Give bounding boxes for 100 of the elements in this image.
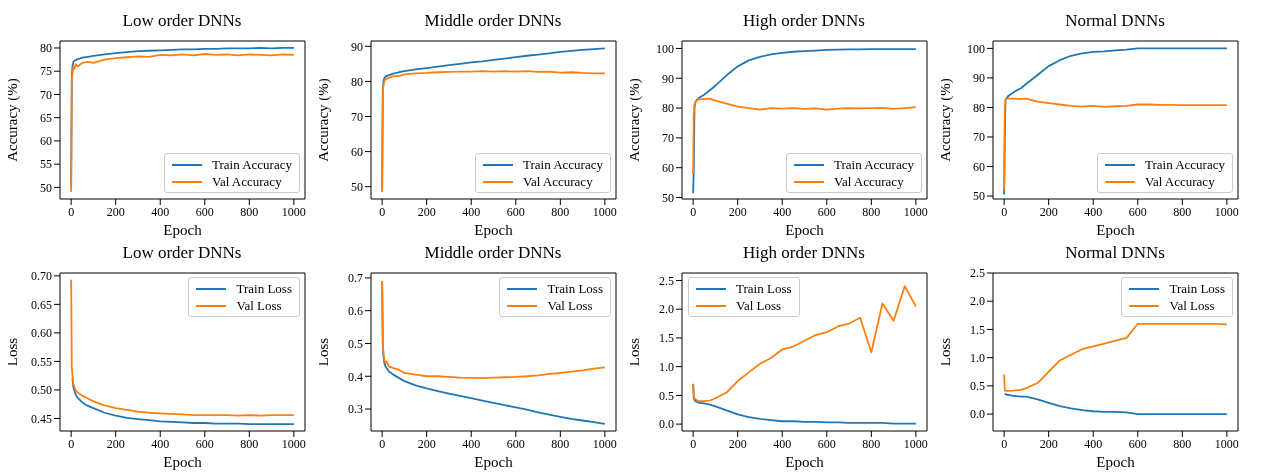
x-tick-label: 400 [773, 436, 792, 451]
x-tick-label: 600 [1128, 436, 1147, 451]
y-tick-label: 70 [662, 131, 674, 146]
legend-label: Train Loss [547, 280, 603, 297]
legend-label: Train Accuracy [1144, 156, 1225, 173]
legend-label: Train Loss [1169, 280, 1225, 297]
x-axis-title: Epoch [163, 454, 203, 470]
line-series [1003, 97, 1228, 192]
x-tick-label: 800 [862, 204, 881, 219]
x-tick-label: 1000 [1214, 204, 1239, 219]
x-tick-label: 400 [462, 204, 481, 219]
y-tick-label: 100 [656, 41, 674, 56]
y-tick-label: 0.0 [659, 417, 674, 432]
chart-title: Normal DNNs [1064, 10, 1166, 32]
y-tick-label: 1.0 [659, 359, 674, 374]
x-tick-label: 800 [240, 204, 259, 219]
line-series [692, 97, 917, 175]
y-tick-label: 60 [662, 160, 674, 175]
y-tick-label: 2.5 [970, 266, 985, 281]
x-tick-label: 800 [862, 436, 881, 451]
x-tick-label: 0 [379, 204, 386, 219]
x-tick-label: 800 [240, 436, 259, 451]
y-tick-label: 70 [351, 109, 363, 124]
y-tick-label: 90 [973, 71, 985, 86]
x-tick-label: 200 [106, 204, 125, 219]
x-tick-label: 400 [1084, 436, 1103, 451]
y-tick-label: 90 [662, 71, 674, 86]
x-tick-label: 400 [462, 436, 481, 451]
chart-title: Middle order DNNs [423, 242, 563, 264]
y-tick-label: 2.0 [659, 302, 674, 317]
x-tick-label: 400 [1084, 204, 1103, 219]
line-series [692, 48, 917, 194]
x-tick-label: 0 [68, 204, 75, 219]
legend-label: Train Accuracy [522, 156, 603, 173]
y-tick-label: 0.45 [31, 411, 52, 426]
x-tick-label: 600 [195, 204, 214, 219]
x-axis-title: Epoch [163, 222, 203, 238]
x-axis-title: Epoch [1096, 454, 1136, 470]
y-tick-label: 80 [973, 100, 985, 115]
y-tick-label: 0.50 [31, 383, 52, 398]
y-tick-label: 50 [351, 179, 363, 194]
x-tick-label: 1000 [1214, 436, 1239, 451]
y-tick-label: 60 [40, 134, 52, 149]
x-axis-title: Epoch [785, 222, 825, 238]
y-axis-title: Loss [626, 337, 643, 367]
x-tick-label: 600 [506, 204, 525, 219]
y-tick-label: 0.5 [970, 379, 985, 394]
y-axis-title: Loss [315, 337, 332, 367]
x-tick-label: 600 [506, 436, 525, 451]
x-tick-label: 800 [551, 436, 570, 451]
y-tick-label: 80 [40, 41, 52, 56]
x-tick-label: 200 [417, 204, 436, 219]
y-tick-label: 0.3 [348, 402, 363, 417]
x-tick-label: 400 [151, 204, 170, 219]
x-tick-label: 1000 [903, 436, 928, 451]
legend-label: Val Accuracy [1144, 173, 1215, 190]
y-tick-label: 0.65 [31, 297, 52, 312]
x-tick-label: 600 [817, 204, 836, 219]
chart-title: Low order DNNs [121, 10, 243, 32]
chart-title: Low order DNNs [121, 242, 243, 264]
legend-label: Val Accuracy [211, 173, 282, 190]
x-tick-label: 1000 [281, 436, 306, 451]
y-tick-label: 55 [40, 157, 52, 172]
y-tick-label: 0.7 [348, 271, 363, 286]
y-tick-label: 0.55 [31, 354, 52, 369]
x-tick-label: 800 [1173, 204, 1192, 219]
x-tick-label: 1000 [592, 204, 617, 219]
legend-label: Val Loss [236, 297, 282, 314]
x-axis-title: Epoch [1096, 222, 1136, 238]
x-tick-label: 1000 [281, 204, 306, 219]
y-tick-label: 50 [662, 190, 674, 205]
x-tick-label: 200 [417, 436, 436, 451]
line-series [692, 285, 917, 403]
line-series [381, 70, 606, 193]
y-tick-label: 60 [351, 144, 363, 159]
line-series [1003, 392, 1228, 415]
x-tick-label: 1000 [903, 204, 928, 219]
x-tick-label: 0 [379, 436, 386, 451]
legend-label: Val Accuracy [833, 173, 904, 190]
line-series [1003, 322, 1228, 392]
legend-label: Train Accuracy [211, 156, 292, 173]
legend-label: Val Accuracy [522, 173, 593, 190]
y-axis-title: Loss [937, 337, 954, 367]
chart-title: Normal DNNs [1064, 242, 1166, 264]
legend-label: Val Loss [1169, 297, 1215, 314]
y-tick-label: 80 [351, 74, 363, 89]
y-tick-label: 0.6 [348, 303, 363, 318]
x-tick-label: 400 [151, 436, 170, 451]
y-tick-label: 0.5 [659, 388, 674, 403]
y-tick-label: 60 [973, 159, 985, 174]
y-tick-label: 100 [967, 41, 985, 56]
x-tick-label: 200 [1039, 204, 1058, 219]
y-tick-label: 0.5 [348, 336, 363, 351]
x-tick-label: 200 [728, 436, 747, 451]
y-tick-label: 65 [40, 110, 52, 125]
x-tick-label: 600 [1128, 204, 1147, 219]
line-series [70, 278, 295, 417]
y-tick-label: 1.5 [970, 322, 985, 337]
x-axis-title: Epoch [474, 222, 514, 238]
y-tick-label: 50 [40, 180, 52, 195]
